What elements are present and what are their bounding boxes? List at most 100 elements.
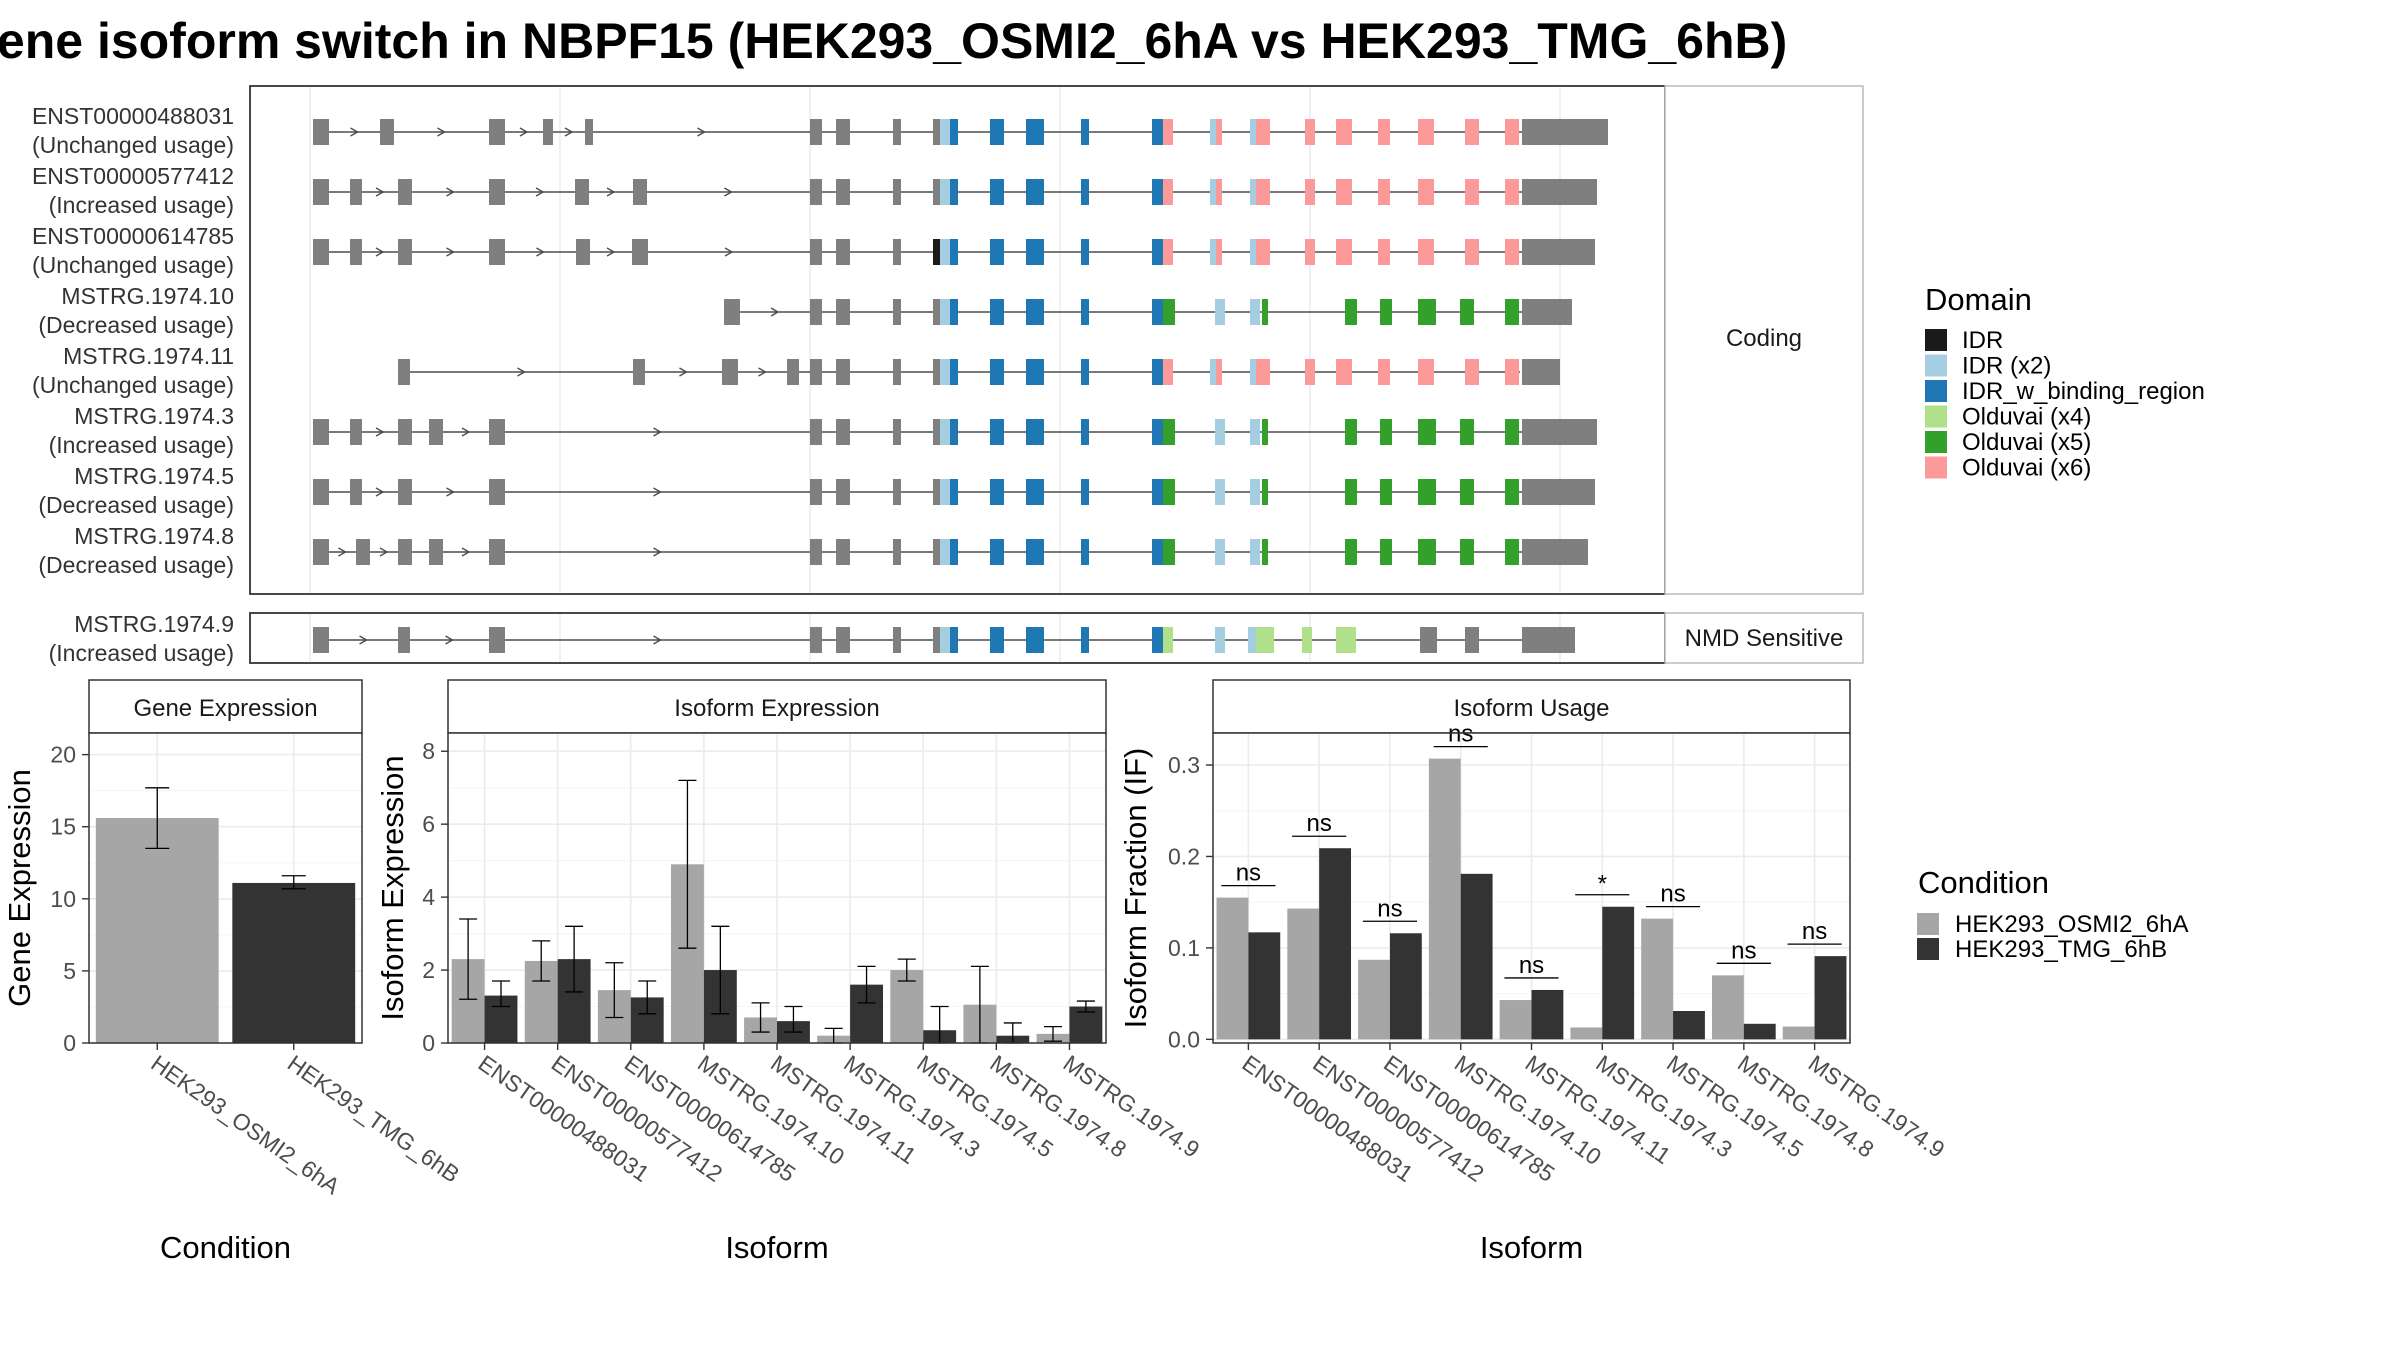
exon	[1026, 419, 1044, 445]
domain-legend-label: Olduvai (x5)	[1962, 429, 2091, 456]
exon	[1081, 419, 1089, 445]
strand-arrow-icon	[724, 247, 734, 257]
exon	[893, 179, 901, 205]
exon	[429, 419, 443, 445]
coding-strip	[1664, 85, 1864, 595]
exon	[576, 239, 590, 265]
domain-legend-label: IDR	[1962, 327, 2003, 354]
bar	[1216, 897, 1249, 1040]
strand-arrow-icon	[535, 187, 545, 197]
significance-label: ns	[1306, 810, 1331, 837]
exon	[398, 539, 412, 565]
exon	[990, 119, 1004, 145]
exon	[1465, 179, 1479, 205]
exon	[1256, 359, 1270, 385]
exon	[1465, 119, 1479, 145]
isoform-expression-chart: Isoform Expression 0 2 4 6 8 ENST00000488031EN…	[375, 679, 1204, 1265]
strand-arrow-icon	[606, 187, 616, 197]
exon	[1418, 479, 1436, 505]
condition-legend-title: Condition	[1918, 865, 2049, 900]
exon	[1152, 419, 1163, 445]
exon	[1418, 119, 1434, 145]
exon	[1378, 359, 1390, 385]
exon	[1418, 359, 1434, 385]
chart-errorbars	[145, 787, 306, 890]
exon	[1250, 479, 1260, 505]
condition-legend-swatch	[1917, 938, 1939, 960]
exon	[1336, 359, 1352, 385]
exon	[933, 179, 940, 205]
exon	[313, 627, 329, 653]
exon	[1345, 539, 1357, 565]
isoform-id-label: MSTRG.1974.8	[74, 523, 234, 549]
exon	[313, 239, 329, 265]
exon	[313, 479, 329, 505]
strand-arrow-icon	[350, 127, 359, 137]
exon	[940, 539, 950, 565]
exon	[1216, 239, 1222, 265]
exon	[1215, 539, 1225, 565]
bar	[1428, 758, 1461, 1040]
isoform-usage-label: (Increased usage)	[49, 640, 234, 666]
exon	[836, 479, 850, 505]
exon	[933, 627, 940, 653]
exon	[990, 299, 1004, 325]
exon	[489, 539, 505, 565]
exon	[1380, 299, 1392, 325]
exon	[1336, 179, 1352, 205]
exon	[489, 479, 505, 505]
isoform-usage-label: (Unchanged usage)	[32, 132, 234, 158]
exon	[633, 179, 647, 205]
exon	[1262, 479, 1268, 505]
domain-legend-label: IDR_w_binding_region	[1962, 378, 2205, 405]
exon	[990, 539, 1004, 565]
strand-arrow-icon	[446, 247, 455, 257]
isoform-id-label: MSTRG.1974.9	[74, 611, 234, 637]
exon	[1081, 627, 1089, 653]
chart-strip-title: Isoform Usage	[1453, 695, 1609, 722]
figure-title: Gene isoform switch in NBPF15 (HEK293_OS…	[0, 13, 1787, 69]
strand-arrow-icon	[653, 487, 662, 497]
strand-arrow-icon	[606, 247, 616, 257]
exon	[1262, 539, 1268, 565]
exon	[1250, 419, 1260, 445]
bar	[1641, 918, 1674, 1040]
utr-exon	[1522, 119, 1608, 145]
exon	[1026, 239, 1044, 265]
exon	[940, 359, 950, 385]
isoform-row	[313, 119, 1608, 145]
isoform-id-label: MSTRG.1974.5	[74, 463, 234, 489]
exon	[1250, 359, 1256, 385]
exon	[1460, 539, 1474, 565]
exon	[933, 239, 940, 265]
bar	[1287, 908, 1320, 1040]
exon	[398, 179, 412, 205]
exon	[1081, 179, 1089, 205]
exon	[350, 419, 362, 445]
exon	[1505, 239, 1519, 265]
exon	[1216, 179, 1222, 205]
chart-strip	[447, 679, 1107, 734]
exon	[1336, 627, 1356, 653]
exon	[1152, 479, 1163, 505]
exon	[787, 359, 799, 385]
exon	[1465, 359, 1479, 385]
exon	[1262, 299, 1268, 325]
condition-legend-swatch	[1917, 913, 1939, 935]
exon	[812, 179, 822, 205]
exon	[1256, 627, 1274, 653]
strand-arrow-icon	[724, 187, 733, 197]
strand-arrow-icon	[375, 427, 385, 437]
exon	[633, 359, 645, 385]
exon	[1163, 479, 1175, 505]
domain-legend-swatch	[1925, 380, 1947, 402]
bar	[1782, 1026, 1815, 1040]
exon	[950, 239, 958, 265]
y-tick-label: 0.2	[1168, 843, 1200, 869]
isoform-row	[313, 479, 1595, 505]
isoform-row	[313, 179, 1597, 205]
isoform-row	[313, 419, 1597, 445]
exon	[724, 299, 740, 325]
strand-arrow-icon	[445, 635, 454, 645]
